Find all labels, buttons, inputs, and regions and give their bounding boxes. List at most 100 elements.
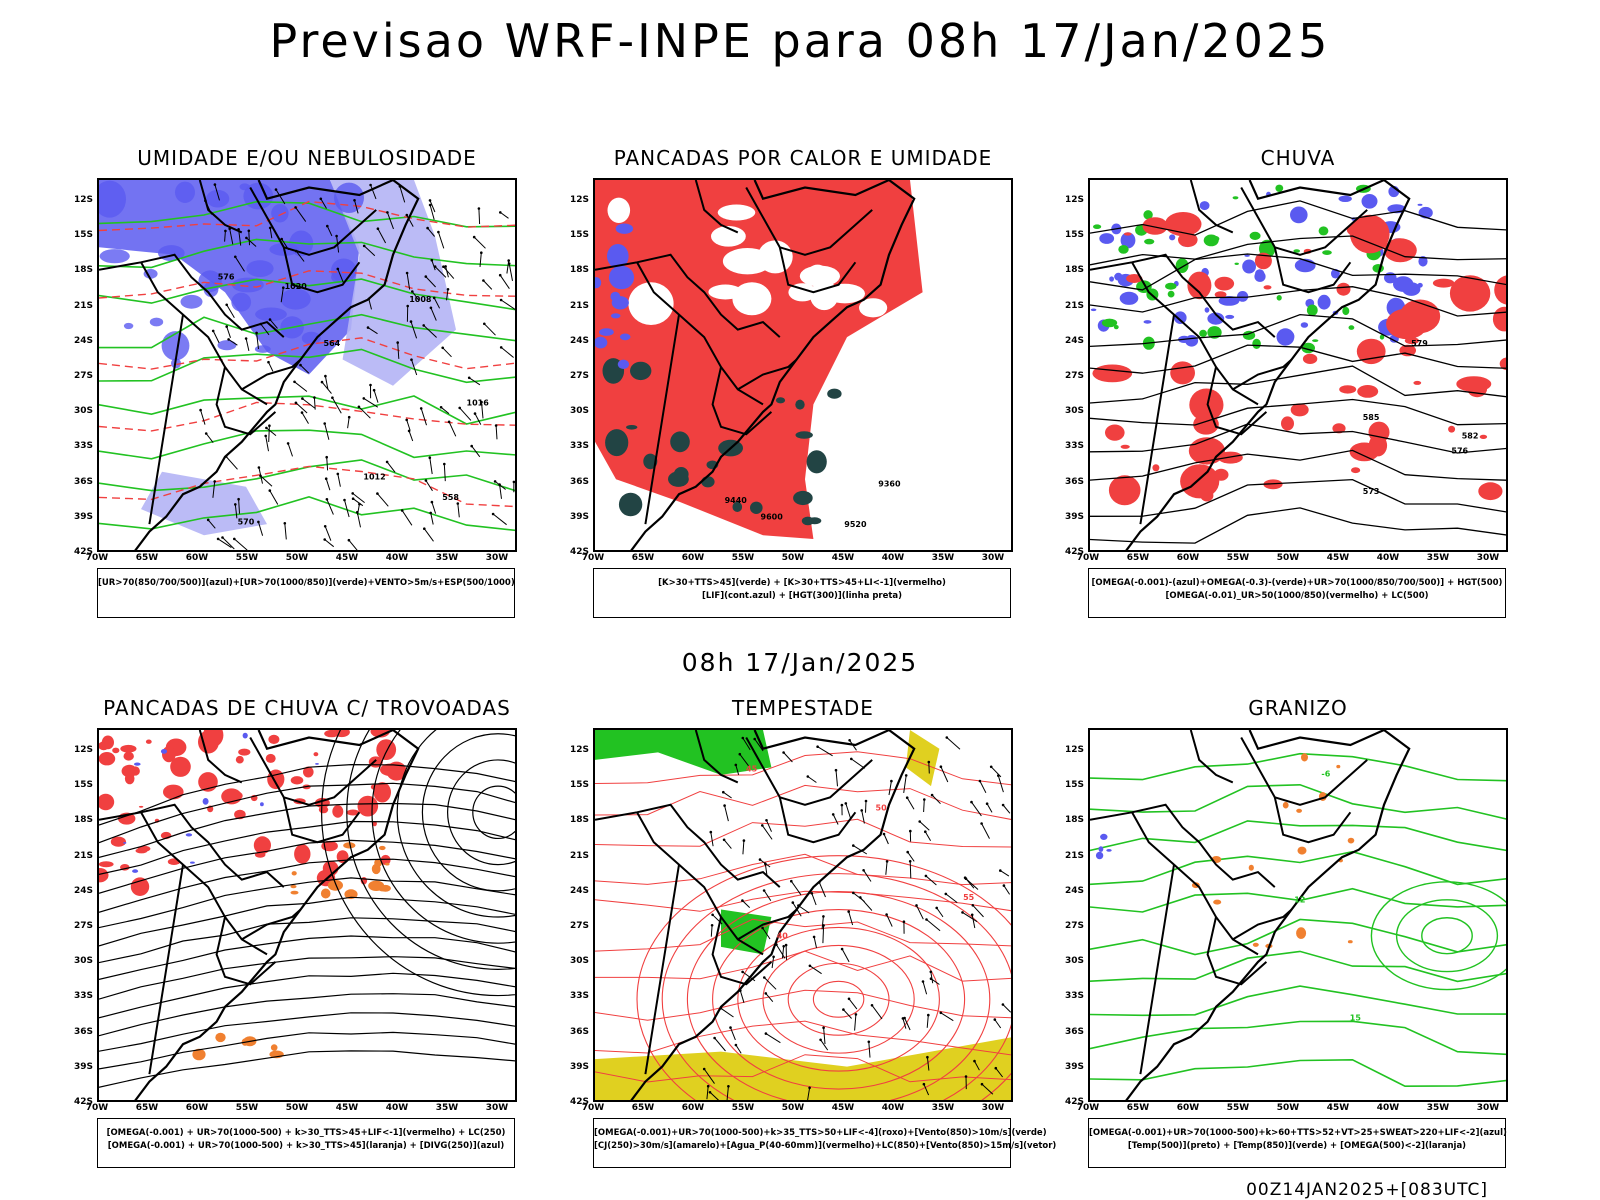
contour-label: 576 (1451, 447, 1468, 456)
longitude-tick-label: 50W (1276, 1103, 1300, 1113)
wind-850-vector (923, 799, 925, 813)
wind-vector-head (498, 273, 502, 277)
wind-850-vector-head (708, 1091, 712, 1094)
wind-vector (352, 493, 365, 503)
lifted-index-blue (595, 336, 608, 349)
wind-vector-head (237, 497, 240, 501)
wind-850-vector (735, 1044, 742, 1054)
rain-humidity-red (1336, 282, 1351, 296)
longitude-tick-label: 65W (631, 553, 655, 563)
wind-vector (492, 513, 507, 526)
wind-vector (205, 433, 214, 444)
humidity-blob (255, 307, 287, 322)
wind-vector-head (385, 460, 389, 464)
wind-850-vector (822, 925, 825, 944)
wind-vector-head (362, 397, 366, 400)
latitude-tick-label: 18S (73, 265, 93, 276)
wind-850-vector (868, 1041, 871, 1058)
wind-vector (386, 461, 396, 473)
wind-vector (506, 260, 510, 274)
latitude-tick-label: 36S (569, 476, 589, 487)
legend-box: [OMEGA(-0.001)-(azul)+OMEGA(-0.3)-(verde… (1088, 568, 1506, 618)
jet-250-yellow (905, 730, 940, 787)
wind-850-vector (821, 916, 824, 930)
precipitable-water-contour (595, 1054, 1011, 1083)
longitude-tick-label: 55W (1226, 1103, 1250, 1113)
longitude-tick-label: 60W (185, 553, 209, 563)
wind-850-vector-head (808, 964, 812, 968)
wind-vector-head (407, 429, 411, 433)
wind-850-vector-head (902, 920, 906, 923)
wind-850-vector (764, 863, 768, 875)
wind-vector (225, 456, 238, 470)
instability-teal (732, 501, 743, 512)
wind-vector-head (369, 383, 372, 387)
map-graphic: 1016 1012 1008 1020 576 570 564 558 (99, 180, 515, 550)
contour-label: 582 (1462, 431, 1479, 440)
wind-vector-head (444, 265, 447, 268)
precipitable-water-contour (787, 962, 890, 1036)
wind-850-vector (936, 907, 944, 918)
political-border (241, 908, 302, 941)
thunderstorm-red (380, 854, 391, 866)
wind-vector-head (428, 203, 432, 207)
streamline-250 (99, 839, 515, 894)
wind-vector-head (323, 422, 326, 425)
wind-vector-head (467, 376, 471, 380)
political-border (241, 358, 302, 391)
political-border (1131, 811, 1259, 956)
contour-label: 1020 (285, 282, 308, 291)
instability-teal (827, 388, 842, 399)
hail-blue (1100, 833, 1108, 840)
rain-humidity-red (1126, 274, 1143, 283)
longitude-tick-label: 60W (1176, 553, 1200, 563)
longitude-tick-label: 45W (831, 1103, 855, 1113)
clear-area (799, 265, 840, 287)
longitude-tick-label: 35W (931, 553, 955, 563)
thunderstorm-red (268, 734, 280, 744)
wind-vector (266, 427, 277, 436)
temp-850-contour (1090, 950, 1506, 983)
rain-omega-blue (1109, 276, 1114, 282)
wind-vector (295, 402, 308, 414)
political-border (99, 803, 285, 888)
wind-850-vector-head (741, 899, 744, 902)
map-panel-trovoadas (97, 728, 517, 1102)
height-500-contour (1090, 449, 1506, 481)
wind-850-vector (854, 1014, 857, 1031)
humidity-blob (217, 340, 237, 351)
rain-omega-green (1293, 249, 1300, 253)
political-border (1273, 247, 1352, 294)
wind-vector-head (326, 224, 329, 228)
humidity-blob (180, 294, 203, 309)
wind-vector (222, 537, 235, 550)
wind-vector-head (227, 338, 230, 341)
wind-850-vector-head (993, 1018, 997, 1021)
instability-teal (630, 361, 652, 381)
wind-850-vector-head (765, 819, 768, 822)
thunderstorm-orange (327, 879, 343, 891)
wind-850-vector-head (727, 1085, 730, 1088)
wind-850-vector-head (890, 779, 893, 783)
wind-vector-head (323, 538, 326, 541)
map-panel-umidade: 1016 1012 1008 1020 576 570 564 558 (97, 178, 517, 552)
wind-850-vector (851, 758, 866, 769)
rain-humidity-red (1187, 271, 1212, 300)
wind-vector (377, 493, 389, 507)
wind-850-vector (971, 801, 982, 817)
wind-850-vector-head (764, 1032, 768, 1035)
humidity-blob (301, 331, 321, 345)
map-graphic: 45 50 55 40 (595, 730, 1011, 1100)
instability-teal (605, 429, 629, 457)
political-border (745, 187, 873, 256)
contour-label: 564 (324, 339, 341, 348)
rain-omega-blue (1255, 269, 1265, 278)
latitude-tick-label: 30S (569, 406, 589, 417)
wind-vector-head (336, 472, 340, 476)
latitude-tick-label: 12S (73, 745, 93, 755)
wind-vector (408, 430, 414, 442)
wind-850-vector-head (723, 804, 726, 807)
rain-humidity-red (1448, 425, 1456, 433)
wind-850-vector (924, 831, 932, 842)
rain-omega-green (1249, 231, 1261, 240)
